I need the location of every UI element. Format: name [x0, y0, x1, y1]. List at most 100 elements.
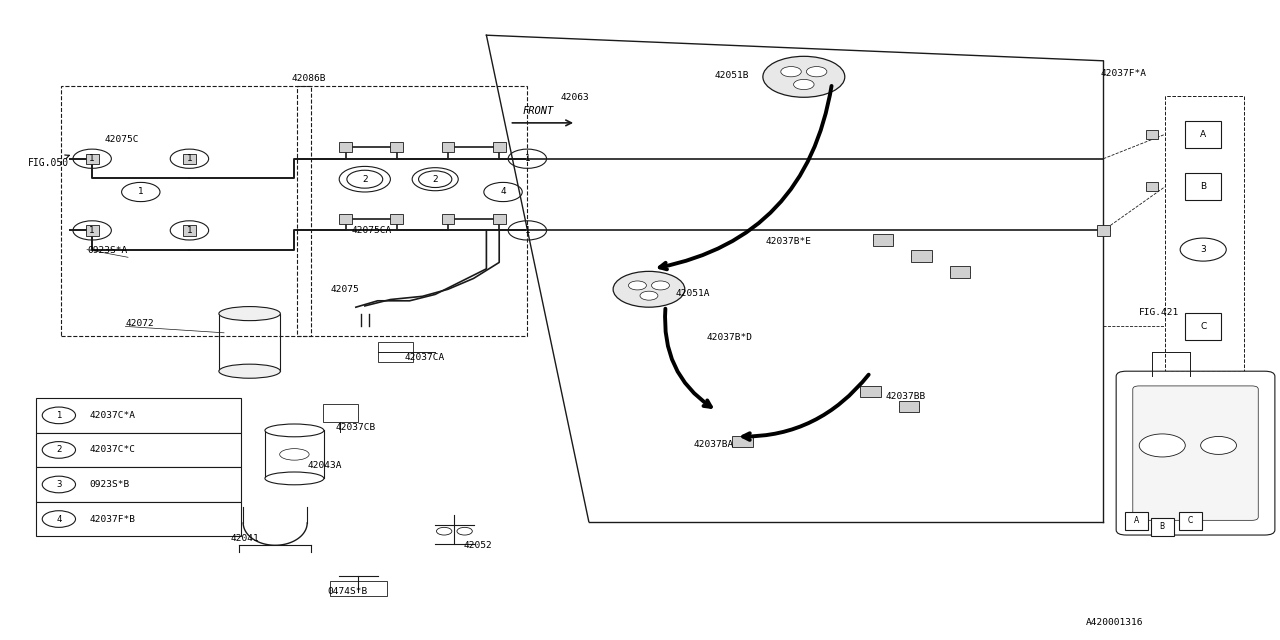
Bar [1097, 225, 1110, 236]
Text: FIG.050: FIG.050 [28, 155, 69, 168]
FancyArrowPatch shape [659, 86, 832, 269]
Text: 3: 3 [56, 480, 61, 489]
Bar [36, 398, 241, 433]
Text: 42075C: 42075C [105, 135, 140, 144]
Text: B: B [1158, 526, 1164, 535]
FancyArrowPatch shape [666, 308, 710, 407]
Text: 42037BA: 42037BA [694, 440, 733, 449]
Bar [323, 404, 358, 422]
Bar [390, 214, 403, 224]
Bar [911, 250, 932, 262]
Bar [1165, 96, 1244, 371]
Text: 2: 2 [433, 175, 438, 184]
Text: 42051A: 42051A [676, 289, 710, 298]
Text: 1: 1 [187, 226, 192, 235]
Text: 4: 4 [500, 188, 506, 196]
Bar [339, 142, 352, 152]
Text: 0923S*B: 0923S*B [90, 480, 129, 489]
Text: 42037BB: 42037BB [886, 392, 925, 401]
Bar [1185, 173, 1221, 200]
Circle shape [806, 67, 827, 77]
Ellipse shape [265, 424, 324, 437]
Bar [1185, 313, 1221, 340]
Text: FIG.421: FIG.421 [1139, 308, 1179, 317]
Text: 0474S*B: 0474S*B [328, 587, 367, 596]
Ellipse shape [219, 364, 280, 378]
Circle shape [628, 281, 646, 290]
Bar [297, 86, 527, 336]
Text: C: C [1188, 516, 1193, 525]
Bar [36, 502, 241, 536]
Text: 42037B*E: 42037B*E [765, 237, 812, 246]
Text: FRONT: FRONT [522, 106, 553, 116]
Circle shape [339, 166, 390, 192]
Bar [493, 142, 506, 152]
Circle shape [1139, 434, 1185, 457]
Text: B: B [1160, 522, 1165, 531]
FancyBboxPatch shape [1116, 371, 1275, 535]
Text: 42037F*A: 42037F*A [1101, 69, 1147, 78]
Bar [732, 436, 753, 447]
Text: 1: 1 [90, 226, 95, 235]
Bar [1151, 518, 1174, 536]
Bar [899, 401, 919, 412]
Circle shape [640, 291, 658, 300]
Bar [36, 433, 241, 467]
Bar [1179, 512, 1202, 530]
Text: 42075: 42075 [330, 285, 358, 294]
Text: 1: 1 [187, 154, 192, 163]
Text: 42037C*A: 42037C*A [90, 411, 136, 420]
FancyBboxPatch shape [1133, 386, 1258, 520]
Ellipse shape [219, 307, 280, 321]
Text: A: A [1133, 516, 1138, 525]
Text: 1: 1 [90, 154, 95, 163]
Text: 42051B: 42051B [714, 71, 749, 80]
Bar [390, 142, 403, 152]
Circle shape [412, 168, 458, 191]
Text: A: A [1134, 516, 1139, 525]
Text: 42043A: 42043A [307, 461, 342, 470]
Text: C: C [1188, 516, 1193, 525]
Text: 42037C*C: 42037C*C [90, 445, 136, 454]
Text: 42052: 42052 [463, 541, 492, 550]
Text: A420001316: A420001316 [1085, 618, 1143, 627]
Bar [493, 214, 506, 224]
Circle shape [652, 281, 669, 290]
Text: 42037F*B: 42037F*B [90, 515, 136, 524]
Text: 2: 2 [56, 445, 61, 454]
FancyArrowPatch shape [744, 374, 869, 440]
Text: 42063: 42063 [561, 93, 589, 102]
Text: 1: 1 [525, 154, 530, 163]
Circle shape [1201, 436, 1236, 454]
Bar [442, 214, 454, 224]
Circle shape [613, 271, 685, 307]
Bar [950, 266, 970, 278]
Bar [442, 142, 454, 152]
Bar [86, 154, 99, 164]
Bar [860, 386, 881, 397]
Bar [339, 214, 352, 224]
Text: 42041: 42041 [230, 534, 259, 543]
Text: 42072: 42072 [125, 319, 154, 328]
Text: 42086B: 42086B [292, 74, 326, 83]
Text: A: A [1201, 130, 1206, 139]
Circle shape [781, 67, 801, 77]
Circle shape [794, 79, 814, 90]
Text: 1: 1 [138, 188, 143, 196]
Bar [61, 86, 311, 336]
Text: B: B [1201, 182, 1206, 191]
Text: 4: 4 [56, 515, 61, 524]
Bar [1146, 182, 1158, 191]
Bar [183, 225, 196, 236]
Text: 42037CA: 42037CA [404, 353, 444, 362]
Bar [86, 225, 99, 236]
Bar [1125, 512, 1148, 530]
Bar [36, 467, 241, 502]
Bar [1146, 130, 1158, 139]
Bar [330, 581, 387, 596]
Text: 1: 1 [525, 226, 530, 235]
Text: 42037CB: 42037CB [335, 423, 375, 432]
Text: 42037B*D: 42037B*D [707, 333, 753, 342]
Bar [183, 154, 196, 164]
Text: 1: 1 [56, 411, 61, 420]
